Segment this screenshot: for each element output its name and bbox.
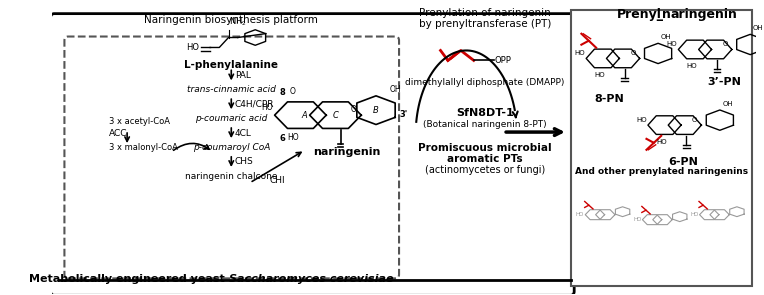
Text: aringenin: aringenin xyxy=(671,8,738,21)
Text: (Botanical naringenin 8-PT): (Botanical naringenin 8-PT) xyxy=(423,119,546,129)
Text: naringenin chalcone: naringenin chalcone xyxy=(185,172,277,181)
Text: p-coumaroyl CoA: p-coumaroyl CoA xyxy=(193,143,270,152)
Text: Promiscuous microbial: Promiscuous microbial xyxy=(418,143,552,153)
Text: 3’-PN: 3’-PN xyxy=(707,77,741,87)
Text: O: O xyxy=(723,41,728,47)
FancyBboxPatch shape xyxy=(571,10,752,286)
Text: And other prenylated naringenins: And other prenylated naringenins xyxy=(575,167,748,176)
Text: 3 x acetyl-CoA: 3 x acetyl-CoA xyxy=(108,117,170,126)
Text: HO: HO xyxy=(636,117,647,123)
Text: SfN8DT-1: SfN8DT-1 xyxy=(456,108,513,118)
Text: Prenylation of naringenin: Prenylation of naringenin xyxy=(419,8,551,18)
Text: Metabolically engineered yeast: Metabolically engineered yeast xyxy=(29,274,228,284)
Text: HO: HO xyxy=(594,72,605,78)
Text: aromatic PTs: aromatic PTs xyxy=(447,154,523,164)
FancyBboxPatch shape xyxy=(64,37,399,278)
Text: C4H/CPR: C4H/CPR xyxy=(235,100,274,109)
Text: 8-PN: 8-PN xyxy=(594,94,624,104)
Text: HO: HO xyxy=(261,103,273,112)
Text: HO: HO xyxy=(690,212,698,217)
Text: HO: HO xyxy=(186,43,199,52)
Text: 4CL: 4CL xyxy=(235,129,252,137)
Text: OH: OH xyxy=(661,34,672,40)
Text: HO: HO xyxy=(686,63,697,69)
Text: NH$_2$: NH$_2$ xyxy=(229,15,247,27)
Text: HO: HO xyxy=(576,212,584,217)
Text: 8: 8 xyxy=(279,88,285,97)
Text: HO: HO xyxy=(575,50,585,56)
Text: ACC: ACC xyxy=(108,129,127,137)
Text: A: A xyxy=(302,111,307,120)
Text: O: O xyxy=(630,50,636,56)
Text: OH: OH xyxy=(723,101,733,107)
Text: HO: HO xyxy=(656,139,666,145)
Text: PAL: PAL xyxy=(235,71,251,80)
Text: OH: OH xyxy=(753,25,763,31)
Text: p-coumaric acid: p-coumaric acid xyxy=(195,114,267,123)
Text: OPP: OPP xyxy=(495,56,512,65)
Text: dimethylallyl diphosphate (DMAPP): dimethylallyl diphosphate (DMAPP) xyxy=(405,78,565,87)
Text: B: B xyxy=(373,106,379,115)
Text: C: C xyxy=(332,111,338,120)
Text: 6-PN: 6-PN xyxy=(668,157,698,167)
Text: 6: 6 xyxy=(279,134,285,142)
Text: by prenyltransferase (PT): by prenyltransferase (PT) xyxy=(419,19,551,29)
Text: Prenyl: Prenyl xyxy=(617,8,662,21)
Text: O: O xyxy=(351,104,357,114)
Text: OH: OH xyxy=(390,86,401,94)
Text: Saccharomyces cerevisiae: Saccharomyces cerevisiae xyxy=(228,274,393,284)
Text: ̲n: ̲n xyxy=(662,8,671,21)
Text: 3': 3' xyxy=(400,110,408,119)
Text: (actinomycetes or fungi): (actinomycetes or fungi) xyxy=(425,165,545,175)
Text: L-phenylalanine: L-phenylalanine xyxy=(184,60,278,71)
Text: HO: HO xyxy=(633,217,642,222)
Text: CHS: CHS xyxy=(235,158,254,166)
Text: HO: HO xyxy=(667,41,678,47)
Text: CHI: CHI xyxy=(270,176,286,185)
Text: naringenin: naringenin xyxy=(312,147,380,157)
Text: O: O xyxy=(290,87,296,96)
Text: O: O xyxy=(692,117,698,123)
Text: trans-cinnamic acid: trans-cinnamic acid xyxy=(187,85,276,94)
Text: 3 x malonyl-CoA: 3 x malonyl-CoA xyxy=(108,143,177,153)
Text: HO: HO xyxy=(286,133,299,142)
Text: Naringenin biosynthesis platform: Naringenin biosynthesis platform xyxy=(144,15,319,24)
FancyBboxPatch shape xyxy=(50,14,575,295)
